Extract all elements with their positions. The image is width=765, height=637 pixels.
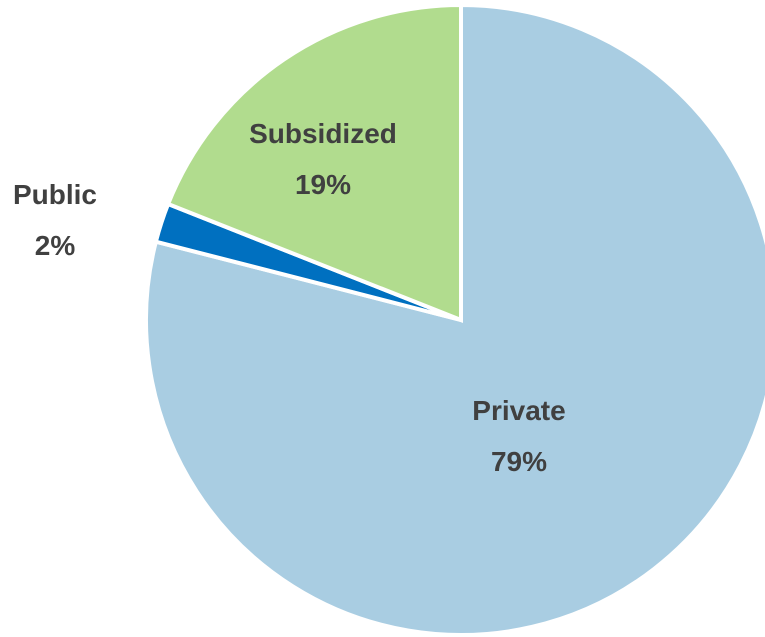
- slice-category-label: Public: [13, 179, 97, 210]
- slice-category-label: Subsidized: [249, 118, 397, 149]
- slice-label-subsidized: Subsidized 19%: [249, 118, 397, 200]
- slice-percent-label: 2%: [35, 230, 76, 261]
- slice-percent-label: 79%: [491, 446, 547, 477]
- slice-category-label: Private: [472, 395, 565, 426]
- slice-label-public: Public 2%: [13, 179, 97, 261]
- pie-slices: [144, 2, 765, 637]
- pie-slice-subsidized: [165, 2, 463, 323]
- pie-labels: Private 79% Public 2% Subsidized 19%: [13, 118, 566, 477]
- slice-percent-label: 19%: [295, 169, 351, 200]
- slice-label-private: Private 79%: [472, 395, 565, 477]
